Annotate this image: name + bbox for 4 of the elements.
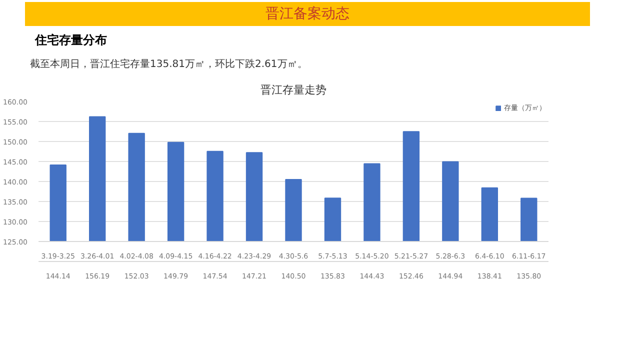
chart-title: 晋江存量走势	[260, 84, 326, 97]
text: 晋江备案动态	[25, 2, 590, 26]
text: 住宅存量分布	[35, 32, 107, 49]
text: 截至本周日，晋江住宅存量135.81万㎡，环比下跌2.61万㎡。	[30, 58, 308, 72]
